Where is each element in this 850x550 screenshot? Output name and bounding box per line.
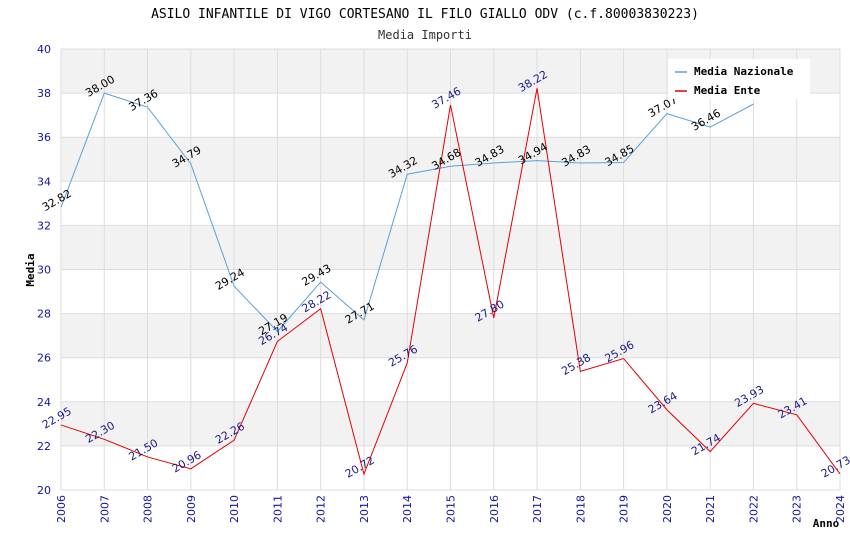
data-label-ente: 20.96 bbox=[170, 448, 204, 475]
y-tick-label: 20 bbox=[37, 484, 51, 497]
y-tick-label: 24 bbox=[37, 396, 51, 409]
grid-lines bbox=[60, 48, 841, 491]
x-tick-label: 2022 bbox=[747, 495, 760, 523]
x-tick-label: 2014 bbox=[401, 495, 414, 523]
x-tick-label: 2018 bbox=[574, 495, 587, 523]
y-tick-label: 26 bbox=[37, 352, 51, 365]
x-tick-label: 2011 bbox=[271, 495, 284, 523]
series-line-media-nazionale bbox=[60, 92, 754, 333]
data-label-nazionale: 36.46 bbox=[689, 107, 723, 134]
y-tick-labels: 20 22 24 26 28 30 32 34 36 38 40 bbox=[37, 43, 51, 497]
series-lines bbox=[60, 88, 841, 476]
y-tick-label: 36 bbox=[37, 131, 51, 144]
x-tick-label: 2007 bbox=[98, 495, 111, 523]
x-tick-label: 2024 bbox=[834, 495, 847, 523]
legend: Media Nazionale Media Ente bbox=[668, 59, 810, 99]
y-tick-label: 30 bbox=[37, 264, 51, 277]
x-tick-label: 2008 bbox=[142, 495, 155, 523]
y-axis-label: Media bbox=[24, 253, 37, 286]
y-tick-label: 38 bbox=[37, 87, 51, 100]
legend-label-ente: Media Ente bbox=[694, 84, 761, 97]
x-tick-label: 2017 bbox=[531, 495, 544, 523]
legend-box bbox=[668, 59, 810, 99]
y-tick-label: 34 bbox=[37, 175, 51, 188]
x-tick-label: 2021 bbox=[704, 495, 717, 523]
x-tick-label: 2006 bbox=[55, 495, 68, 523]
y-tick-label: 28 bbox=[37, 308, 51, 321]
y-tick-label: 32 bbox=[37, 219, 51, 232]
x-tick-label: 2012 bbox=[315, 495, 328, 523]
x-tick-label: 2010 bbox=[228, 495, 241, 523]
chart-subtitle: Media Importi bbox=[378, 28, 472, 42]
series-line-media-ente bbox=[60, 88, 841, 476]
x-tick-label: 2016 bbox=[488, 495, 501, 523]
legend-label-nazionale: Media Nazionale bbox=[694, 65, 794, 78]
chart-title: ASILO INFANTILE DI VIGO CORTESANO IL FIL… bbox=[151, 7, 699, 22]
x-tick-label: 2019 bbox=[618, 495, 631, 523]
x-tick-labels: 2006 2007 2008 2009 2010 2011 2012 2013 2014 2015… bbox=[55, 495, 847, 523]
y-tick-label: 22 bbox=[37, 440, 51, 453]
x-tick-label: 2009 bbox=[185, 495, 198, 523]
data-label-ente: 20.73 bbox=[819, 453, 850, 480]
x-tick-label: 2013 bbox=[358, 495, 371, 523]
x-tick-label: 2015 bbox=[445, 495, 458, 523]
data-label-nazionale: 32.82 bbox=[40, 187, 74, 214]
x-tick-label: 2020 bbox=[661, 495, 674, 523]
y-tick-label: 40 bbox=[37, 43, 51, 56]
x-axis-label: Anno bbox=[813, 517, 840, 530]
x-tick-label: 2023 bbox=[791, 495, 804, 523]
